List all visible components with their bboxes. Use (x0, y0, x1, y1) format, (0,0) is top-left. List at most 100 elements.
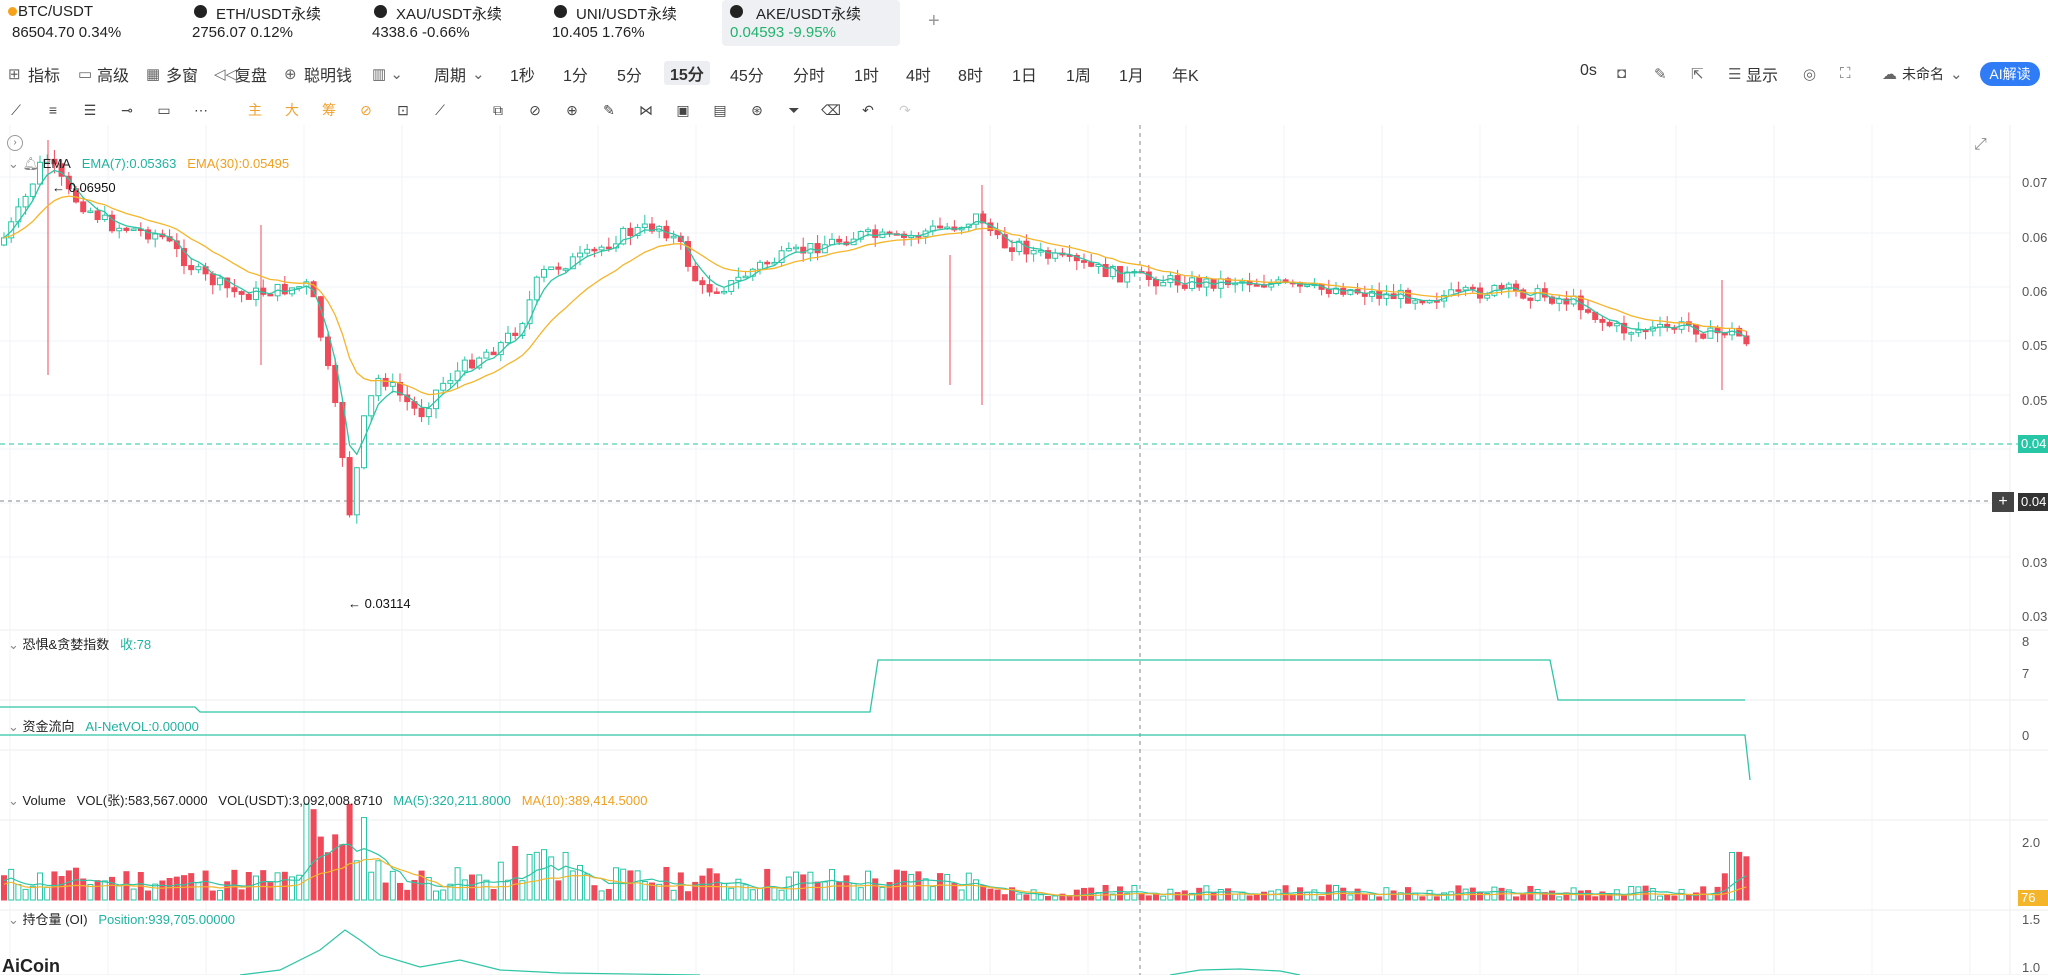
anchor-icon[interactable]: ⊛ (751, 102, 763, 118)
multi-window-button[interactable]: 多窗 (166, 68, 199, 85)
chevron-down-icon[interactable]: ⌄ (8, 793, 19, 808)
candle-body (130, 228, 137, 232)
interval-1w[interactable]: 1周 (1066, 68, 1091, 85)
copy-icon[interactable]: ⧉ (493, 102, 503, 118)
interval-5m[interactable]: 5分 (617, 68, 642, 85)
candle-body (440, 382, 447, 391)
candle-body (721, 290, 727, 294)
measure-icon[interactable]: ⟋ (435, 102, 445, 118)
bell-icon[interactable]: 🔔︎ (22, 156, 40, 171)
ticker-tab-btc[interactable]: BTC/USDT 86504.70 0.34% (0, 0, 160, 46)
settings-icon[interactable]: ◎ (1803, 66, 1817, 83)
magnet-icon[interactable]: ⊡ (397, 102, 409, 118)
volume-bar (404, 889, 411, 901)
volume-bar (1160, 895, 1167, 901)
candle-body (1347, 289, 1354, 295)
chevron-down-icon[interactable]: ⌄ (8, 719, 19, 734)
lock-icon[interactable]: ▣ (676, 102, 690, 118)
collapse-toggle-icon[interactable]: › (7, 135, 23, 151)
interval-4h[interactable]: 4时 (906, 68, 931, 85)
chip-icon[interactable]: 筹 (322, 102, 336, 118)
main-chart-icon[interactable]: 主 (248, 102, 262, 118)
filter-icon[interactable]: ⏷ (788, 102, 800, 118)
interval-year[interactable]: 年K (1172, 68, 1199, 85)
volume-bar (1, 875, 7, 901)
advanced-button[interactable]: 高级 (97, 68, 130, 85)
link-icon[interactable]: ⊘ (529, 102, 541, 118)
more-tools-icon[interactable]: ⋯ (194, 102, 208, 118)
smart-money-button[interactable]: 聪明钱 (304, 68, 353, 85)
interval-1m[interactable]: 1分 (563, 68, 588, 85)
interval-1h[interactable]: 1时 (854, 68, 879, 85)
ticker-tab-uni[interactable]: UNI/USDT永续 10.405 1.76% (550, 0, 720, 46)
interval-45m[interactable]: 45分 (730, 68, 764, 85)
ticker-symbol: ETH/USDT永续 (216, 6, 322, 23)
volume-bar (87, 884, 94, 901)
volume-bar (1520, 893, 1527, 901)
chevron-down-icon[interactable]: ⌄ (8, 637, 19, 652)
hide-icon[interactable]: ⊘ (360, 102, 372, 118)
ticker-tab-eth[interactable]: ETH/USDT永续 2756.07 0.12% (190, 0, 360, 46)
pencil-icon[interactable]: ✎ (1654, 66, 1667, 83)
large-order-icon[interactable]: 大 (285, 102, 299, 118)
display-button[interactable]: 显示 (1746, 68, 1779, 85)
ticker-tab-xau[interactable]: XAU/USDT永续 4338.6 -0.66% (370, 0, 540, 46)
trendline-icon[interactable]: ⟋ (11, 102, 21, 118)
horizontal-lines-icon[interactable]: ☰ (83, 102, 97, 118)
volume-bar (627, 870, 634, 901)
chevron-down-icon[interactable]: ⌄ (8, 156, 19, 171)
btc-icon (8, 7, 17, 16)
trash-icon[interactable]: ⌫ (821, 102, 841, 118)
expand-chart-icon[interactable]: ⤢ (1974, 136, 1987, 153)
candle-body (217, 277, 223, 286)
interval-1mo[interactable]: 1月 (1119, 68, 1144, 85)
volume-bar (1253, 894, 1260, 901)
interval-15m[interactable]: 15分 (664, 61, 710, 85)
volume-bar (22, 888, 29, 901)
candle-body (1304, 284, 1311, 288)
share-icon[interactable]: ⇱ (1691, 66, 1704, 83)
fullscreen-icon[interactable]: ⛶ (1840, 65, 1851, 82)
volume-bar (569, 870, 576, 901)
horizontal-ray-icon[interactable]: ⊸ (121, 102, 133, 118)
compare-icon[interactable]: ⋈ (639, 102, 653, 118)
interval-timeline[interactable]: 分时 (793, 68, 826, 85)
fund-flow-legend: ⌄ 资金流向 AI-NetVOL:0.00000 (8, 716, 199, 735)
add-tab-button[interactable]: + (928, 10, 940, 32)
brush-icon[interactable]: ✎ (603, 102, 615, 118)
zoom-icon[interactable]: ⊕ (566, 102, 578, 118)
price-axis-label: 0.05 (2022, 393, 2048, 408)
rectangle-icon[interactable]: ▭ (157, 102, 171, 118)
chevron-down-icon[interactable]: ⌄ (8, 912, 19, 927)
volume-bar (1433, 896, 1440, 901)
chart-type-icon[interactable]: ▥ ⌄ (372, 66, 403, 83)
price-axis-label: 0.06 (2022, 284, 2048, 299)
layout-name-dropdown[interactable]: 未命名 (1902, 66, 1944, 82)
interval-1s[interactable]: 1秒 (510, 68, 535, 85)
redo-icon[interactable]: ↷ (899, 102, 911, 118)
candle-body (562, 268, 569, 271)
candle-body (569, 256, 576, 270)
candle-body (476, 357, 483, 369)
undo-icon[interactable]: ↶ (862, 102, 874, 118)
indicators-button[interactable]: 指标 (28, 68, 61, 85)
parallel-lines-icon[interactable]: ≡ (48, 102, 58, 118)
interval-8h[interactable]: 8时 (958, 68, 983, 85)
candle-body (1160, 282, 1167, 287)
replay-button[interactable]: 复盘 (235, 68, 268, 85)
add-alert-icon[interactable]: + (1992, 492, 2014, 512)
volume-bar (382, 882, 389, 901)
candle-body (1585, 309, 1591, 313)
ai-analysis-button[interactable]: AI解读 (1980, 62, 2040, 86)
interval-1d[interactable]: 1日 (1012, 68, 1037, 85)
camera-icon[interactable]: ◘ (1617, 65, 1627, 82)
candle-body (1001, 234, 1008, 249)
note-icon[interactable]: ▤ (713, 102, 727, 118)
volume-bar (1397, 892, 1404, 901)
candle-body (1109, 265, 1116, 278)
ticker-tab-ake[interactable]: AKE/USDT永续 0.04593 -9.95% (722, 0, 900, 46)
candlestick-chart[interactable] (0, 125, 2048, 975)
countdown-toggle[interactable]: 0s (1580, 62, 1597, 79)
volume-bar (577, 864, 583, 901)
period-dropdown[interactable]: 周期 (434, 68, 467, 85)
